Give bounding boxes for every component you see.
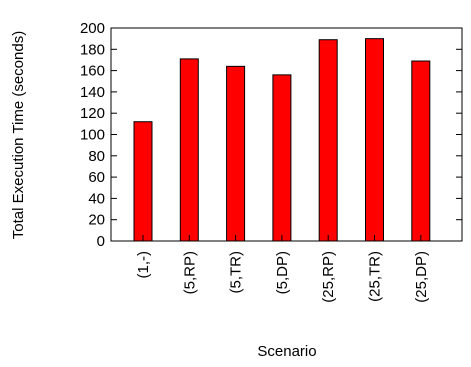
y-tick-label: 120 — [80, 105, 105, 122]
y-tick-label: 80 — [88, 148, 105, 165]
x-tick-label: (25,RP) — [320, 251, 337, 303]
y-tick-label: 160 — [80, 63, 105, 80]
x-tick-label: (5,TR) — [228, 251, 245, 294]
y-tick-label: 60 — [88, 169, 105, 186]
x-axis-title: Scenario — [257, 343, 316, 360]
y-tick-label: 100 — [80, 127, 105, 144]
bars — [133, 38, 431, 242]
bar — [318, 39, 338, 242]
x-tick-label: (5,RP) — [181, 251, 198, 294]
x-tick-label: (1,-) — [135, 251, 152, 279]
y-axis-ticks: 0 20 40 60 80 100 120 140 160 180 200 — [80, 20, 462, 250]
x-tick-label: (25,TR) — [367, 251, 384, 302]
bar — [411, 60, 431, 242]
y-tick-label: 20 — [88, 212, 105, 229]
y-tick-label: 180 — [80, 41, 105, 58]
bar — [365, 38, 384, 242]
y-tick-label: 40 — [88, 190, 105, 207]
x-tick-label: (5,DP) — [274, 251, 291, 294]
bar — [133, 121, 153, 242]
bar — [179, 58, 199, 242]
bar — [226, 65, 246, 242]
y-axis-title: Total Execution Time (seconds) — [10, 31, 27, 239]
bar — [272, 74, 292, 242]
y-tick-label: 140 — [80, 84, 105, 101]
x-axis-ticks: (1,-) (5,RP) (5,TR) (5,DP) (25,RP) (25,TR) (25… — [135, 235, 430, 303]
x-tick-label: (25,DP) — [413, 251, 430, 303]
y-tick-label: 200 — [80, 20, 105, 37]
y-tick-label: 0 — [97, 233, 105, 250]
